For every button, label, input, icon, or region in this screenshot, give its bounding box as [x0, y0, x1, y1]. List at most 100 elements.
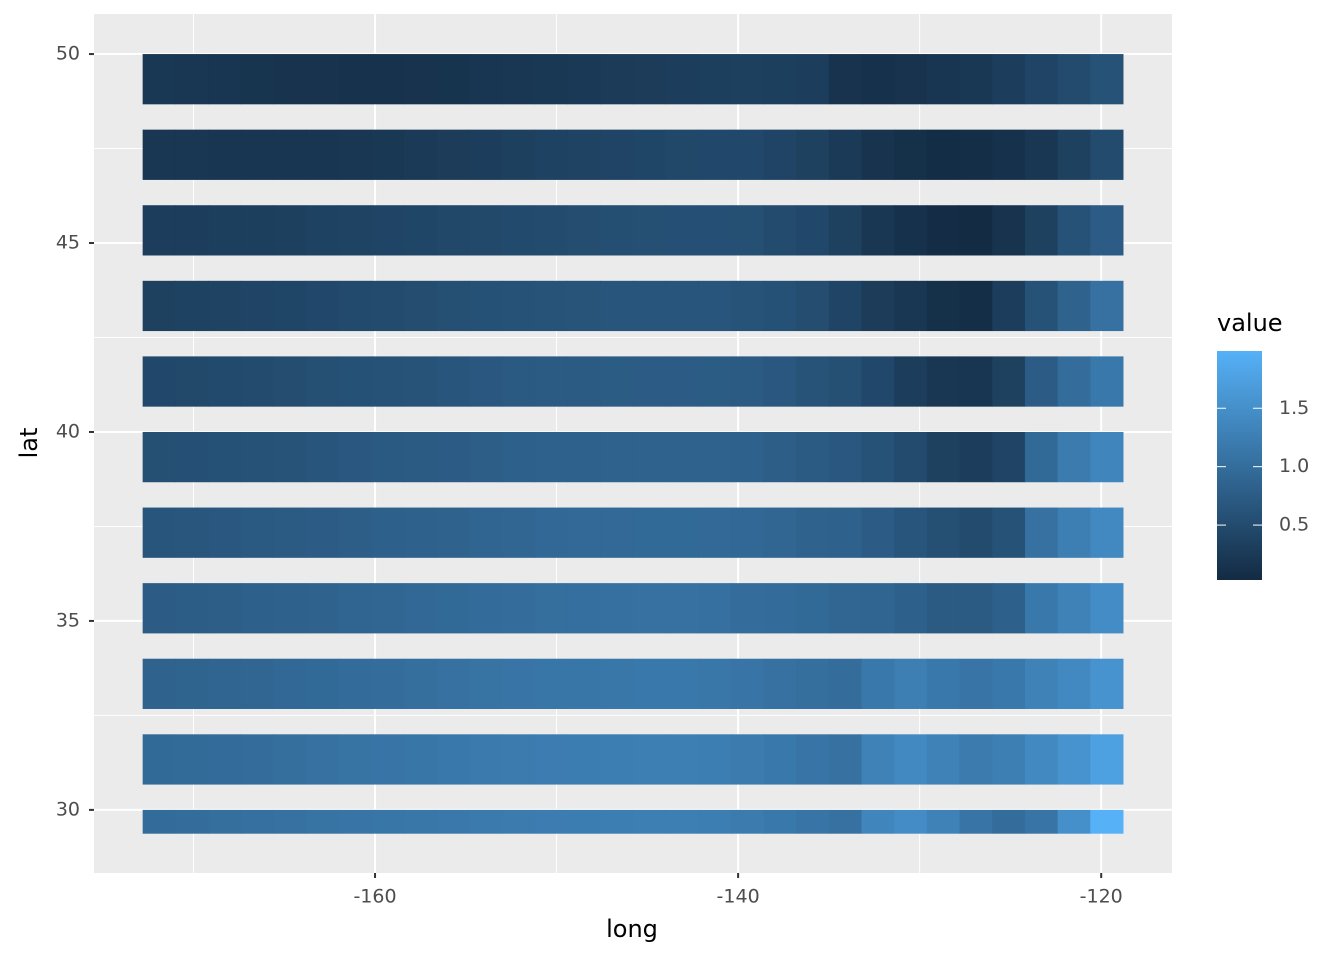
tile [534, 356, 568, 407]
legend-tick-label: 0.5 [1279, 514, 1309, 536]
tile [861, 583, 895, 634]
tile [1057, 507, 1091, 558]
tile [1057, 54, 1091, 105]
tile [567, 54, 601, 105]
tile [730, 54, 765, 105]
tile [404, 734, 438, 785]
tile [175, 431, 209, 483]
tile [502, 658, 536, 709]
tile [306, 583, 340, 634]
tile [828, 280, 863, 332]
tile [567, 658, 601, 709]
tile [861, 809, 895, 834]
tile [240, 431, 274, 483]
tile [1057, 280, 1091, 332]
tile [208, 205, 242, 256]
tile [502, 280, 536, 332]
tile [698, 54, 732, 105]
tile [861, 507, 895, 558]
tile [959, 734, 993, 785]
tile [404, 356, 438, 407]
tile [796, 734, 830, 785]
tile [992, 658, 1026, 709]
tile [763, 658, 797, 709]
y-tick-label: 40 [56, 420, 80, 442]
tile [404, 507, 438, 558]
tile [306, 280, 340, 332]
tile [796, 583, 830, 634]
legend-title: value [1217, 309, 1283, 337]
tile [1090, 809, 1124, 834]
tile [404, 129, 438, 180]
x-tick-label: -160 [353, 886, 396, 908]
tile [371, 54, 405, 105]
tile [142, 356, 176, 407]
tile [861, 734, 895, 785]
tile [502, 809, 536, 834]
tile [600, 129, 634, 180]
tile [796, 205, 830, 256]
tile [632, 583, 666, 634]
tile [436, 809, 470, 834]
tile [796, 280, 830, 332]
tile [306, 431, 340, 483]
tile [1057, 734, 1091, 785]
tile [469, 431, 503, 483]
tile [208, 129, 242, 180]
tile [926, 507, 961, 558]
tile [632, 431, 666, 483]
tile [273, 129, 307, 180]
tile [796, 431, 830, 483]
tile [1024, 583, 1059, 634]
tile [208, 507, 242, 558]
tile [567, 431, 601, 483]
tile [600, 507, 634, 558]
tile [1090, 507, 1124, 558]
tile [828, 356, 863, 407]
tile [208, 734, 242, 785]
tile [894, 734, 928, 785]
tile [1057, 431, 1091, 483]
tile [992, 507, 1026, 558]
tile [632, 809, 666, 834]
tile [992, 205, 1026, 256]
tile [306, 356, 340, 407]
tile [208, 280, 242, 332]
tile [436, 431, 470, 483]
tile [534, 431, 568, 483]
tile [992, 734, 1026, 785]
tile [436, 205, 470, 256]
tile [992, 356, 1026, 407]
x-tick-label: -140 [717, 886, 760, 908]
tile [600, 431, 634, 483]
y-tick-label: 50 [56, 43, 80, 65]
tile [436, 356, 470, 407]
tile [894, 205, 928, 256]
tile [665, 356, 699, 407]
tile [208, 431, 242, 483]
tile [338, 507, 372, 558]
tile [502, 507, 536, 558]
tile [502, 205, 536, 256]
tile [404, 280, 438, 332]
tile [534, 129, 568, 180]
tile [1090, 54, 1124, 105]
tile [273, 583, 307, 634]
tile [698, 205, 732, 256]
tile [861, 205, 895, 256]
tile [730, 129, 765, 180]
tile [1090, 356, 1124, 407]
tile [208, 658, 242, 709]
tile [273, 356, 307, 407]
tile [730, 356, 765, 407]
tile [175, 658, 209, 709]
tile [600, 809, 634, 834]
tile [632, 507, 666, 558]
tile [208, 356, 242, 407]
tile [730, 734, 765, 785]
tile [338, 658, 372, 709]
tile [175, 205, 209, 256]
tile [1090, 205, 1124, 256]
tile [404, 54, 438, 105]
tile [698, 356, 732, 407]
